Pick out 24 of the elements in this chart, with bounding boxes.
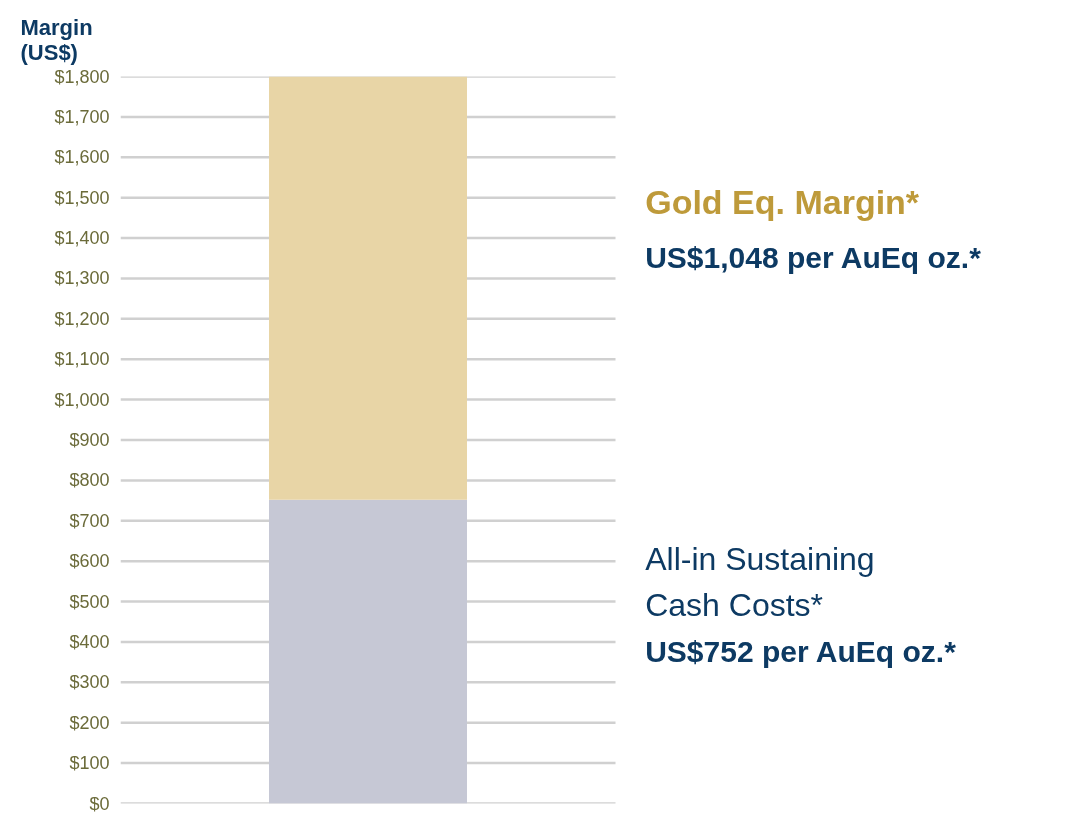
y-tick-label: $700 (69, 510, 110, 531)
y-tick-label: $600 (69, 551, 110, 572)
y-tick-label: $800 (69, 470, 110, 491)
y-tick-label: $1,300 (54, 268, 110, 289)
text: All-in Sustaining Cash Costs* (645, 540, 875, 624)
y-tick-label: $0 (89, 793, 110, 814)
y-tick-label: $200 (69, 712, 110, 733)
text: US$1,048 per AuEq oz.* (645, 241, 982, 275)
y-tick-label: $400 (69, 631, 110, 652)
y-tick-label: $900 (69, 430, 110, 450)
y-tick-label: $1,400 (54, 228, 110, 249)
y-tick-label: $1,700 (54, 106, 110, 127)
y-tick-label: $1,100 (54, 349, 110, 370)
y-tick-label: $100 (69, 753, 110, 774)
y-tick-label: $300 (69, 672, 110, 693)
y-tick-label: $1,000 (54, 389, 110, 410)
y-tick-label: $1,500 (54, 187, 110, 208)
y-tick-label: $1,800 (54, 66, 110, 87)
y-tick-label: $500 (69, 591, 110, 612)
text: US$752 per AuEq oz.* (645, 635, 957, 669)
y-axis-title: Margin (US$) (20, 14, 93, 65)
y-tick-label: $1,200 (54, 308, 110, 329)
text: Gold Eq. Margin* (645, 182, 920, 221)
y-tick-label: $1,600 (54, 147, 110, 168)
